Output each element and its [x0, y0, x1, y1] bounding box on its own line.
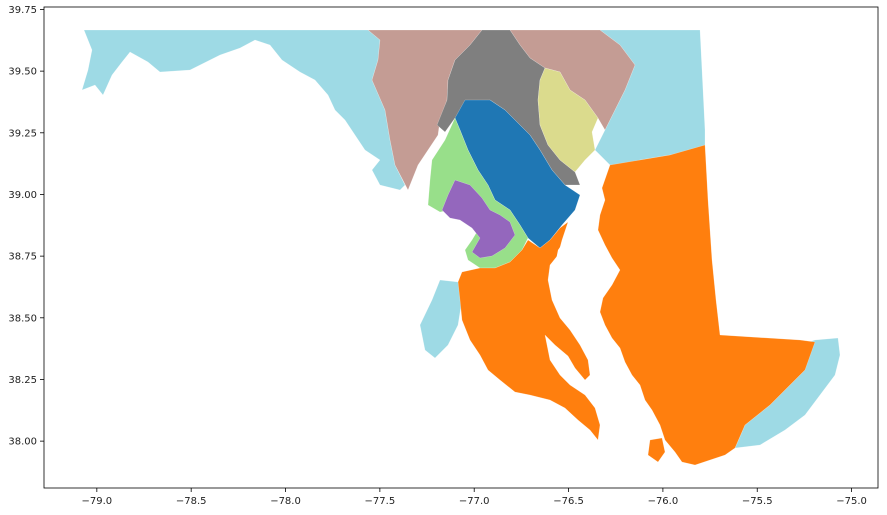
y-tick-label: 39.75: [8, 5, 37, 16]
y-axis-ticks: 38.00 38.25 38.50 38.75 39.00 39.25 39.50 39.75: [8, 5, 44, 448]
y-tick-label: 39.50: [8, 67, 37, 78]
y-tick-label: 38.00: [8, 437, 37, 448]
y-tick-label: 39.00: [8, 190, 37, 201]
y-tick-label: 38.50: [8, 313, 37, 324]
region-eastern-shore: [597, 144, 816, 466]
y-tick-label: 38.25: [8, 375, 37, 386]
region-harford: [537, 67, 599, 173]
x-tick-label: −79.0: [82, 496, 113, 507]
x-tick-label: −76.0: [648, 496, 679, 507]
x-tick-label: −77.5: [365, 496, 396, 507]
y-tick-label: 38.75: [8, 252, 37, 263]
x-tick-label: −76.5: [553, 496, 584, 507]
region-prince-georges: [441, 179, 516, 259]
x-tick-label: −78.0: [270, 496, 301, 507]
y-tick-label: 39.25: [8, 128, 37, 139]
district-regions: [81, 29, 841, 466]
x-tick-label: −75.0: [836, 496, 867, 507]
region-southern-maryland: [457, 221, 601, 441]
chesapeake-bay-water: [555, 240, 575, 300]
region-smith-island: [647, 437, 666, 463]
x-tick-label: −75.5: [742, 496, 773, 507]
axes-frame: [43, 6, 879, 489]
x-axis-ticks: −79.0 −78.5 −78.0 −77.5 −77.0 −76.5 −76.0 −75.5…: [82, 488, 867, 507]
x-tick-label: −77.0: [459, 496, 490, 507]
x-tick-label: −78.5: [176, 496, 207, 507]
